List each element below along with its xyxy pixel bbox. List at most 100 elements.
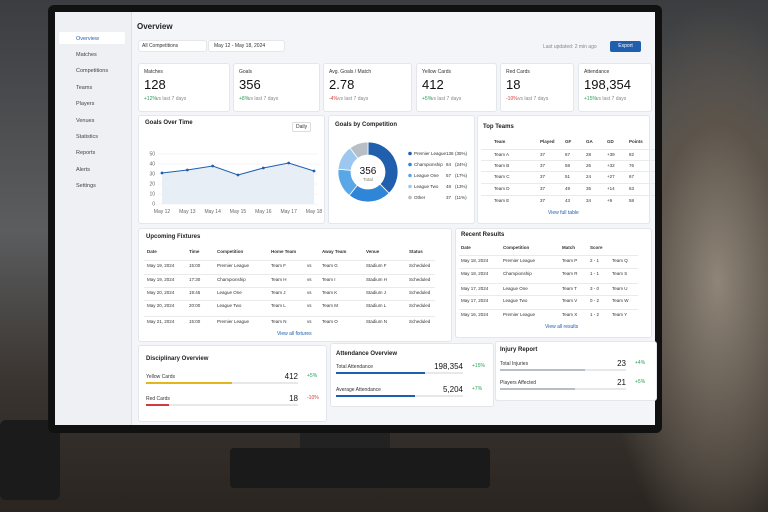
x-tick-label: May 13	[179, 209, 196, 215]
cell: Team M	[322, 303, 339, 308]
row-divider	[144, 287, 435, 288]
x-tick-label: May 12	[154, 209, 171, 215]
cell: Team I	[322, 277, 336, 282]
column-header: Status	[409, 249, 423, 254]
metric-value: 198,354	[434, 362, 463, 371]
cell: May 17, 2024	[461, 286, 489, 291]
nav-item: Statistics	[76, 133, 99, 140]
legend-share: (17%)	[455, 173, 468, 178]
cell: League Two	[503, 298, 528, 303]
column-header: Competition	[503, 245, 530, 250]
nav-item: Teams	[76, 84, 93, 91]
point	[236, 173, 240, 177]
cell: Scheduled	[409, 290, 431, 295]
metric-change: +5%	[635, 379, 646, 385]
nav-item: Overview	[76, 35, 99, 42]
metric-value: 23	[617, 359, 626, 368]
nav-item: Alerts	[76, 166, 91, 173]
row-divider	[481, 149, 655, 150]
cell: League One	[217, 290, 242, 295]
column-header: GD	[607, 139, 614, 144]
row-divider	[144, 316, 435, 317]
point	[185, 168, 189, 172]
metric-change: +5%	[307, 373, 318, 379]
stat-card	[578, 63, 652, 112]
progress-fill	[336, 395, 415, 397]
row-divider	[459, 283, 638, 284]
column-header: Competition	[217, 249, 244, 254]
stat-value: 412	[422, 77, 444, 92]
cell: 76	[629, 163, 635, 168]
cell: 49	[565, 186, 571, 191]
cell: Team U	[612, 286, 628, 291]
cell: Premier League	[503, 312, 536, 317]
cell: 43	[565, 198, 571, 203]
cell: May 20, 2024	[147, 290, 175, 295]
row-divider	[481, 195, 655, 196]
last-updated: Last updated: 2 min ago	[543, 44, 597, 50]
cell: 17:30	[189, 277, 201, 282]
legend-swatch	[408, 173, 412, 178]
cell: 37	[540, 198, 546, 203]
progress-fill	[336, 372, 425, 374]
metric-label: Players Affected	[500, 380, 537, 386]
legend-name: Premier League	[414, 151, 447, 156]
cell: 34	[586, 198, 592, 203]
cell: Scheduled	[409, 319, 431, 324]
date-filter[interactable]: May 12 - May 18, 2024	[208, 40, 285, 52]
panel-title: Injury Report	[500, 347, 538, 353]
cell: 35	[586, 186, 592, 191]
cell: 1 - 2	[590, 312, 600, 317]
stat-label: Avg. Goals / Match	[329, 69, 372, 75]
cell: May 18, 2024	[461, 271, 489, 276]
panel-title: Disciplinary Overview	[146, 356, 209, 362]
y-tick-label: 0	[152, 202, 155, 208]
stat-card	[233, 63, 320, 112]
cell: +14	[607, 186, 615, 191]
competition-filter[interactable]: All Competitions	[138, 40, 207, 52]
legend-share: (13%)	[455, 184, 468, 189]
progress-fill	[146, 404, 169, 406]
cell: Team E	[494, 198, 510, 203]
stat-note: vs last 7 days	[338, 96, 369, 102]
progress-fill	[500, 369, 585, 371]
cell: Team W	[612, 298, 629, 303]
legend-value: 136	[446, 151, 454, 156]
goals-over-time-panel	[138, 115, 325, 224]
cell: 0 - 2	[590, 298, 600, 303]
monitor-stand	[230, 448, 490, 488]
period-select: Daily	[292, 122, 312, 132]
panel-title: Attendance Overview	[336, 351, 398, 357]
metric-label: Average Attendance	[336, 387, 381, 393]
cell: 37	[540, 186, 546, 191]
metric-label: Total Injuries	[500, 361, 529, 367]
stat-note: vs last 7 days	[248, 96, 279, 102]
column-header: Date	[147, 249, 157, 254]
stat-card	[416, 63, 497, 112]
panel-title: Goals Over Time	[145, 120, 193, 126]
cell: 3 - 0	[590, 286, 600, 291]
column-header: Time	[189, 249, 200, 254]
metric-label: Red Cards	[146, 396, 170, 402]
cell: 82	[629, 152, 635, 157]
legend-share: (24%)	[455, 162, 468, 167]
row-divider	[481, 183, 655, 184]
nav-item: Reports	[76, 150, 96, 157]
x-tick-label: May 15	[230, 209, 247, 215]
cell: +32	[607, 163, 615, 168]
cell: May 19, 2024	[147, 277, 175, 282]
cell: 1 - 1	[590, 271, 600, 276]
column-header: Venue	[366, 249, 380, 254]
cell: Scheduled	[409, 277, 431, 282]
row-divider	[481, 171, 655, 172]
progress-fill	[500, 388, 575, 390]
point	[211, 164, 215, 168]
stat-card	[138, 63, 230, 112]
cell: Stadium H	[366, 277, 388, 282]
export-button[interactable]: Export	[610, 41, 641, 52]
panel-title: Recent Results	[461, 232, 505, 238]
stat-value: 2.78	[329, 77, 355, 92]
metric-value: 412	[284, 372, 298, 381]
cell: Team C	[494, 174, 510, 179]
panel-title: Upcoming Fixtures	[146, 234, 201, 240]
